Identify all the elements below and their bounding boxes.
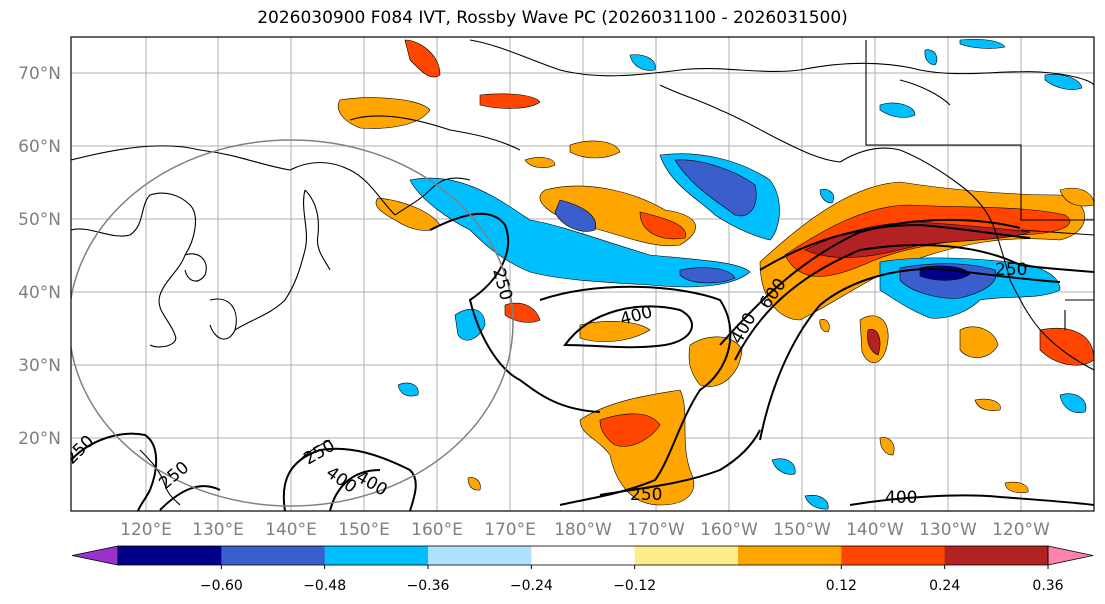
contour-label: 250 — [488, 266, 516, 303]
colorbar-tick-label: −0.24 — [510, 578, 553, 594]
ivt-contours — [71, 212, 1094, 511]
lon-label: 130°E — [192, 520, 244, 540]
lat-label: 20°N — [18, 429, 61, 449]
lon-label: 180°W — [554, 520, 612, 540]
colorbar-segment — [944, 546, 1049, 565]
colorbar-segment — [531, 546, 636, 565]
colorbar-tick-label: −0.12 — [613, 578, 656, 594]
colorbar-tick-label: −0.60 — [200, 578, 243, 594]
contour-label: 250 — [630, 485, 662, 505]
lat-label: 40°N — [18, 283, 61, 303]
colorbar-extend-min — [71, 545, 119, 566]
colorbar-segment — [221, 546, 326, 565]
lon-label: 160°W — [700, 520, 758, 540]
lon-label: 140°E — [265, 520, 317, 540]
colorbar-tick-label: 0.12 — [826, 578, 857, 594]
colorbar-segment — [841, 546, 946, 565]
lat-label: 70°N — [18, 64, 61, 84]
contour-label: 250 — [995, 260, 1027, 280]
colorbar-outline — [117, 545, 1049, 566]
lon-label: 160°E — [411, 520, 463, 540]
map-frame — [70, 36, 1095, 512]
contour-label: 400 — [618, 302, 655, 330]
lon-label: 140°W — [846, 520, 904, 540]
contour-label: 400 — [353, 467, 391, 501]
negative-ivt-shading — [397, 38, 1087, 510]
colorbar-segment — [634, 546, 739, 565]
contour-labels: 250 250 400 600 400 250 400 250 250 400 … — [61, 260, 1027, 508]
lat-label: 50°N — [18, 210, 61, 230]
region-circle — [71, 139, 514, 507]
colorbar-segment — [118, 546, 222, 565]
colorbar-segment — [324, 546, 429, 565]
contour-label: 400 — [885, 488, 917, 508]
colorbar-ticks: −0.60−0.48−0.36−0.24−0.120.120.240.360.4… — [200, 565, 1064, 594]
lat-label: 30°N — [18, 356, 61, 376]
colorbar-segment — [428, 546, 532, 565]
lon-label: 120°E — [120, 520, 172, 540]
lon-label: 150°E — [338, 520, 390, 540]
contour-label: 250 — [155, 458, 193, 494]
longitude-labels: 120°E 130°E 140°E 150°E 160°E 170°E 180°… — [120, 520, 1050, 540]
lon-label: 170°W — [627, 520, 685, 540]
colorbar-tick-label: −0.48 — [303, 578, 346, 594]
lon-label: 120°W — [992, 520, 1050, 540]
colorbar-tick-label: −0.36 — [407, 578, 450, 594]
colorbar — [71, 545, 1094, 566]
map-title: 2026030900 F084 IVT, Rossby Wave PC (202… — [257, 8, 848, 28]
lat-label: 60°N — [18, 137, 61, 157]
latitude-labels: 70°N 60°N 50°N 40°N 30°N 20°N — [18, 64, 61, 449]
colorbar-tick-label: 0.36 — [1032, 578, 1063, 594]
contour-label: 250 — [61, 431, 98, 468]
coastlines — [71, 39, 1094, 506]
lon-label: 150°W — [773, 520, 831, 540]
lon-label: 130°W — [919, 520, 977, 540]
lon-label: 170°E — [484, 520, 536, 540]
colorbar-tick-label: 0.24 — [929, 578, 960, 594]
colorbar-segment — [738, 546, 842, 565]
colorbar-extend-max — [1047, 545, 1094, 566]
